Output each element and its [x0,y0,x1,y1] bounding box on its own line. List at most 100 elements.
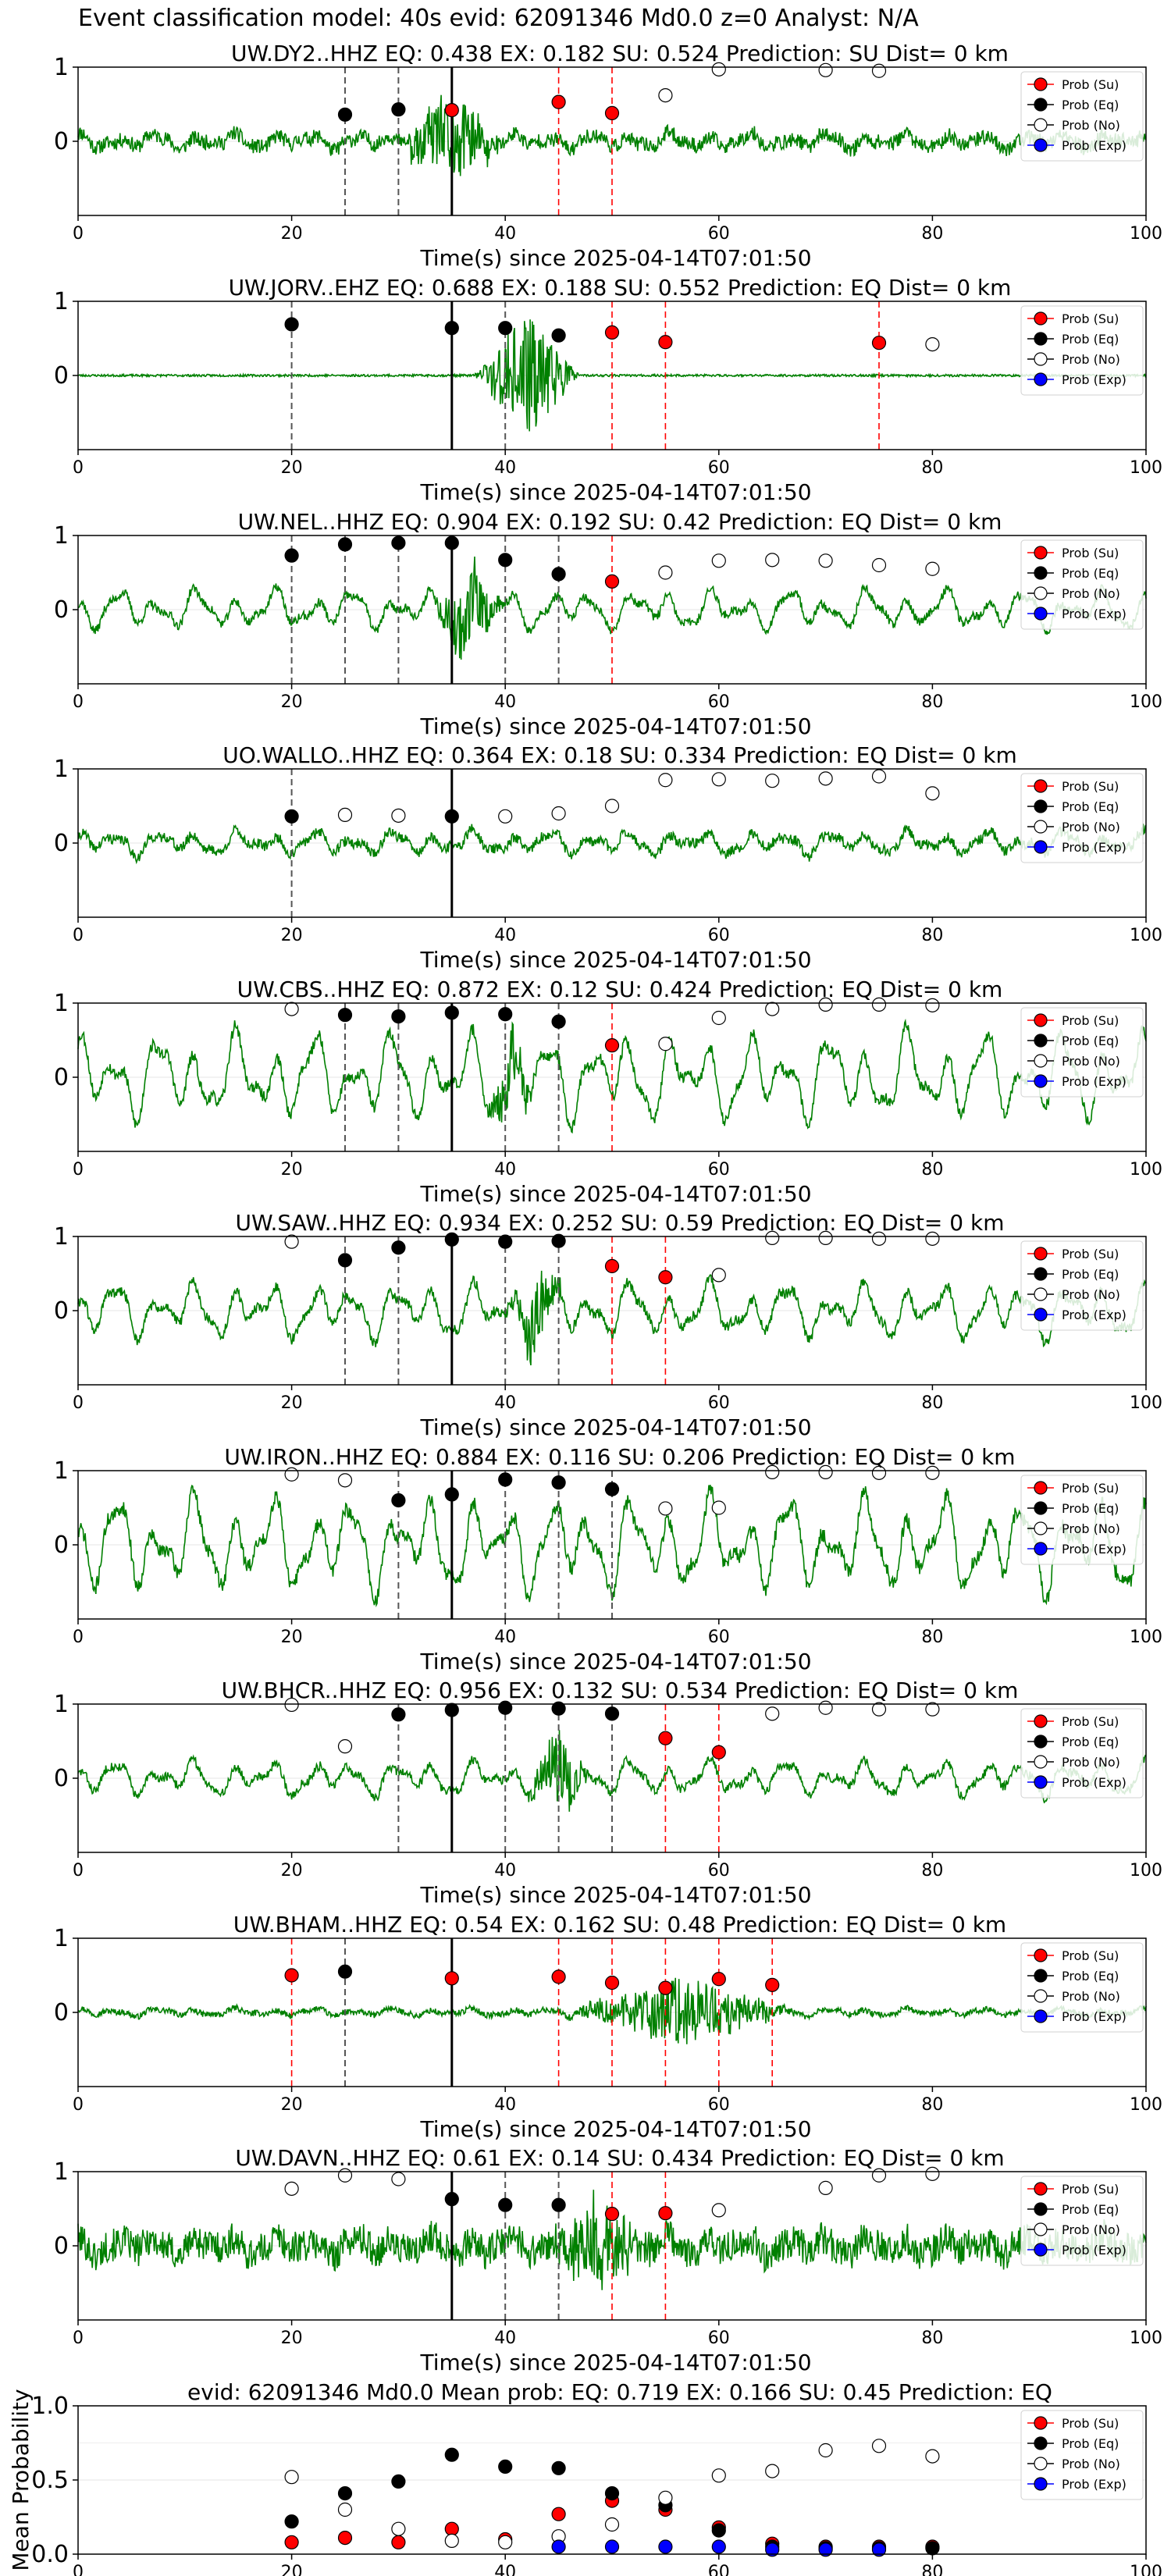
marker-prob-no [871,1465,887,1480]
marker-prob-eq [391,102,406,117]
marker-prob-eq [551,2460,566,2475]
x-tick-label: 20 [281,2329,303,2348]
marker-prob-su [604,2207,620,2222]
marker-prob-eq [551,328,566,343]
legend-box [1020,1708,1144,1799]
legend-marker [1034,1481,1048,1495]
x-tick-label: 40 [494,692,516,712]
legend-marker [1034,779,1048,793]
x-tick-label: 100 [1130,1393,1162,1413]
y-tick-label: 1 [54,2158,69,2186]
marker-prob-no [818,771,833,786]
x-tick-label: 100 [1130,2329,1162,2348]
legend-label: Prob (Exp) [1062,372,1127,387]
x-tick-label: 80 [921,2563,943,2576]
x-tick-label: 60 [708,692,730,712]
legend-label: Prob (Eq) [1062,1034,1119,1048]
y-axis-label: Mean Probability [8,2389,34,2571]
legend-label: Prob (Eq) [1062,2436,1119,2451]
marker-prob-eq [711,2523,726,2538]
marker-prob-no [658,773,673,788]
y-tick-label: 0.5 [31,2467,69,2494]
legend-label: Prob (Exp) [1062,1308,1127,1322]
marker-prob-eq [391,1240,406,1255]
legend-label: Prob (Exp) [1062,2243,1127,2258]
marker-prob-eq [337,1008,353,1023]
panel-1: 0 20 40 60 80 100 0 1 UW.DY2..HHZ EQ: 0.438 EX: … [54,41,1162,271]
legend-marker [1034,1054,1048,1068]
marker-prob-eq [284,317,299,332]
legend-label: Prob (Su) [1062,1247,1119,1261]
panel-title: UW.CBS..HHZ EQ: 0.872 EX: 0.12 SU: 0.424… [237,977,1003,1002]
marker-prob-no [871,769,887,784]
marker-prob-eq [498,1234,513,1249]
marker-prob-eq [604,1706,620,1721]
legend-label: Prob (No) [1062,586,1120,601]
marker-prob-no [925,1702,940,1717]
x-tick-label: 100 [1130,692,1162,712]
marker-prob-no [765,1464,780,1480]
x-tick-label: 100 [1130,458,1162,478]
marker-prob-no [925,1231,940,1246]
marker-prob-no [765,553,780,568]
y-tick-label: 0 [54,362,69,390]
x-tick-label: 100 [1130,1160,1162,1179]
x-axis-label: Time(s) since 2025-04-14T07:01:50 [419,2350,811,2375]
x-tick-label: 20 [281,2095,303,2115]
legend-marker [1034,2457,1048,2471]
legend-marker [1034,1074,1048,1088]
legend-marker [1034,2202,1048,2216]
x-tick-label: 100 [1130,2563,1162,2576]
x-tick-label: 20 [281,1393,303,1413]
marker-prob-no [818,1464,833,1480]
legend-marker [1034,1969,1048,1983]
marker-prob-eq [551,2197,566,2212]
panel-4: 0 20 40 60 80 100 0 1 UO.WALLO..HHZ EQ: 0.364 EX… [54,742,1162,973]
marker-prob-no [711,1500,726,1515]
marker-prob-eq [391,535,406,550]
marker-prob-no [765,1706,780,1721]
marker-prob-su [711,1745,726,1759]
marker-prob-su [871,336,887,350]
marker-prob-no [871,557,887,573]
marker-prob-eq [444,1005,459,1020]
seismic-trace [77,824,1147,865]
marker-prob-no [818,1230,833,1246]
marker-prob-su [604,325,620,340]
x-tick-label: 80 [921,2329,943,2348]
legend-label: Prob (Eq) [1062,1267,1119,1282]
marker-prob-no [444,2533,459,2548]
legend-box [1020,1942,1144,2033]
legend-label: Prob (No) [1062,2457,1120,2471]
legend-label: Prob (Eq) [1062,2202,1119,2217]
x-tick-label: 80 [921,224,943,244]
x-tick-label: 60 [708,2563,730,2576]
y-tick-label: 0 [54,1765,69,1792]
panel-2: 0 20 40 60 80 100 0 1 UW.JORV..EHZ EQ: 0.688 EX:… [54,275,1162,505]
marker-prob-su [711,1972,726,1987]
legend-marker [1034,2436,1048,2450]
legend-box [1020,539,1144,630]
legend-label: Prob (Exp) [1062,840,1127,855]
marker-prob-su [604,1975,620,1991]
legend-label: Prob (Eq) [1062,98,1119,112]
x-tick-label: 60 [708,1628,730,1647]
legend-label: Prob (Su) [1062,546,1119,560]
legend: Prob (Su) Prob (Eq) Prob (No) Prob (Exp) [1020,1942,1144,2033]
legend-marker [1034,799,1048,813]
y-tick-label: 0 [54,128,69,155]
marker-prob-no [551,806,566,821]
marker-prob-no [337,807,353,823]
x-axis-label: Time(s) since 2025-04-14T07:01:50 [419,245,811,271]
legend-box [1020,305,1144,396]
seismic-trace [77,1484,1147,1608]
y-tick-label: 1 [54,288,69,315]
y-tick-label: 1 [54,1925,69,1952]
x-tick-label: 40 [494,1160,516,1179]
marker-prob-no [871,2439,887,2453]
legend-marker [1034,1755,1048,1769]
x-axis-label: Time(s) since 2025-04-14T07:01:50 [419,2116,811,2142]
legend-label: Prob (Su) [1062,77,1119,92]
x-axis-label: Time(s) since 2025-04-14T07:01:50 [419,713,811,739]
marker-prob-no [711,2203,726,2218]
